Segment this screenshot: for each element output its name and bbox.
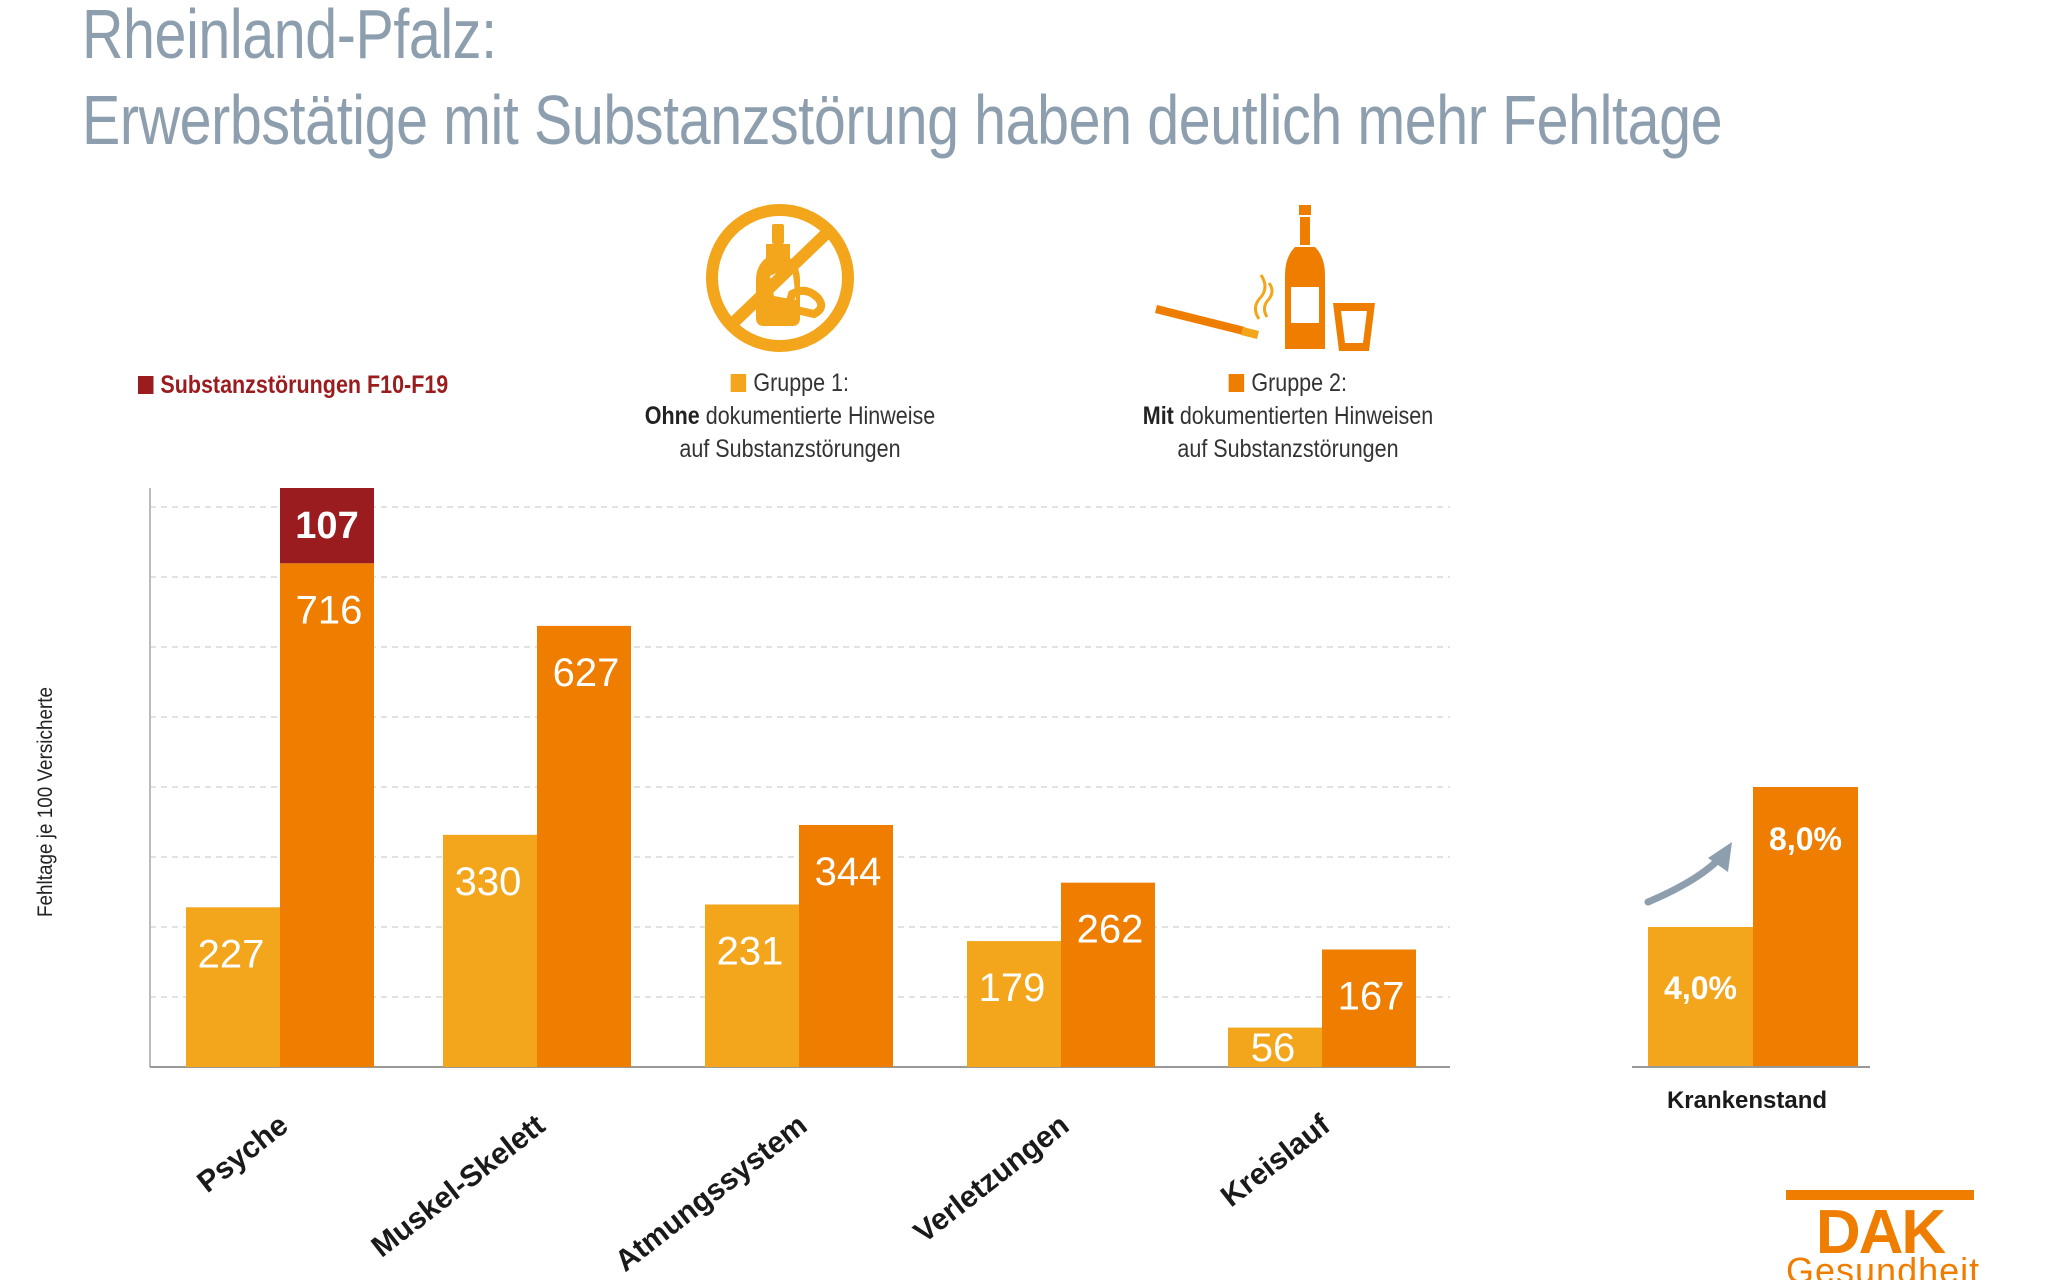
bar-group1: [705, 904, 799, 1067]
dak-logo-mark: DAK: [1786, 1190, 1974, 1267]
chart-title-line-1: Rheinland-Pfalz:: [82, 0, 497, 73]
bar-f10-f19: [280, 488, 374, 564]
value-label-group2: 716: [296, 588, 363, 632]
category-label: Kreislauf: [1215, 1108, 1337, 1214]
increase-arrow-head-icon: [1708, 842, 1732, 872]
category-label: Muskel-Skelett: [365, 1109, 551, 1264]
krankenstand-bar-group1: [1648, 927, 1753, 1067]
dak-logo-sub: Gesundheit: [1786, 1250, 1980, 1280]
krankenstand-bar-group2: [1753, 787, 1858, 1067]
increase-arrow-icon: [1644, 852, 1726, 906]
value-label-group1: 330: [455, 860, 522, 904]
legend-group1-bold: Ohne: [644, 402, 700, 430]
value-label-group2: 627: [553, 651, 620, 695]
legend-swatch-f10: [138, 376, 154, 394]
alcohol-smoking-icon: [1155, 205, 1375, 351]
category-label: Psyche: [191, 1109, 294, 1200]
value-label-group1: 227: [198, 932, 265, 976]
value-label-group2: 344: [815, 850, 882, 894]
bar-group2: [1061, 882, 1155, 1067]
legend-f10-label: Substanzstörungen F10-F19: [160, 371, 449, 399]
category-label: Atmungssystem: [609, 1109, 813, 1279]
value-label-group2: 167: [1338, 975, 1405, 1019]
value-label-group1: 179: [979, 966, 1046, 1010]
chart-title-line-2: Erwerbstätige mit Substanzstörung haben …: [82, 81, 1723, 159]
legend-swatch-group2: [1229, 374, 1245, 392]
krankenstand-label: Krankenstand: [1667, 1087, 1827, 1114]
krankenstand-value-group1: 4,0%: [1664, 970, 1737, 1006]
legend-group-1: Gruppe 1: Ohne dokumentierte Hinweise au…: [601, 367, 979, 466]
bar-group2: [1322, 949, 1416, 1067]
legend-group-2: Gruppe 2: Mit dokumentierten Hinweisen a…: [1099, 367, 1477, 466]
legend-swatch-group1: [731, 374, 747, 392]
bar-group1: [1228, 1027, 1322, 1067]
legend-group1-rest: dokumentierte Hinweise: [699, 402, 936, 430]
legend-group2-bold: Mit: [1142, 402, 1174, 430]
value-label-group2: 262: [1077, 908, 1144, 952]
value-label-group1: 231: [717, 929, 784, 973]
legend-substance-disorders: Substanzstörungen F10-F19: [138, 369, 448, 402]
bar-group2: [280, 563, 374, 1067]
bar-group2: [537, 625, 631, 1067]
dak-logo: DAK Gesundheit: [1780, 1188, 1980, 1280]
value-label-f10-f19: 107: [295, 505, 358, 547]
legend-group1-title: Gruppe 1:: [753, 369, 849, 397]
bar-group1: [186, 907, 280, 1067]
legend-group2-title: Gruppe 2:: [1251, 369, 1347, 397]
bar-group1: [967, 941, 1061, 1067]
legend-group2-line3: auf Substanzstörungen: [1177, 435, 1399, 463]
value-label-group1: 56: [1251, 1026, 1296, 1070]
no-alcohol-no-smoking-icon: [706, 204, 854, 352]
bar-group1: [443, 834, 537, 1067]
krankenstand-value-group2: 8,0%: [1769, 821, 1842, 857]
legend-group1-line3: auf Substanzstörungen: [679, 435, 901, 463]
category-label: Verletzungen: [908, 1109, 1075, 1250]
dak-logo-main: DAK: [1816, 1198, 1947, 1258]
bar-group2: [799, 824, 893, 1067]
legend-group2-rest: dokumentierten Hinweisen: [1173, 402, 1434, 430]
